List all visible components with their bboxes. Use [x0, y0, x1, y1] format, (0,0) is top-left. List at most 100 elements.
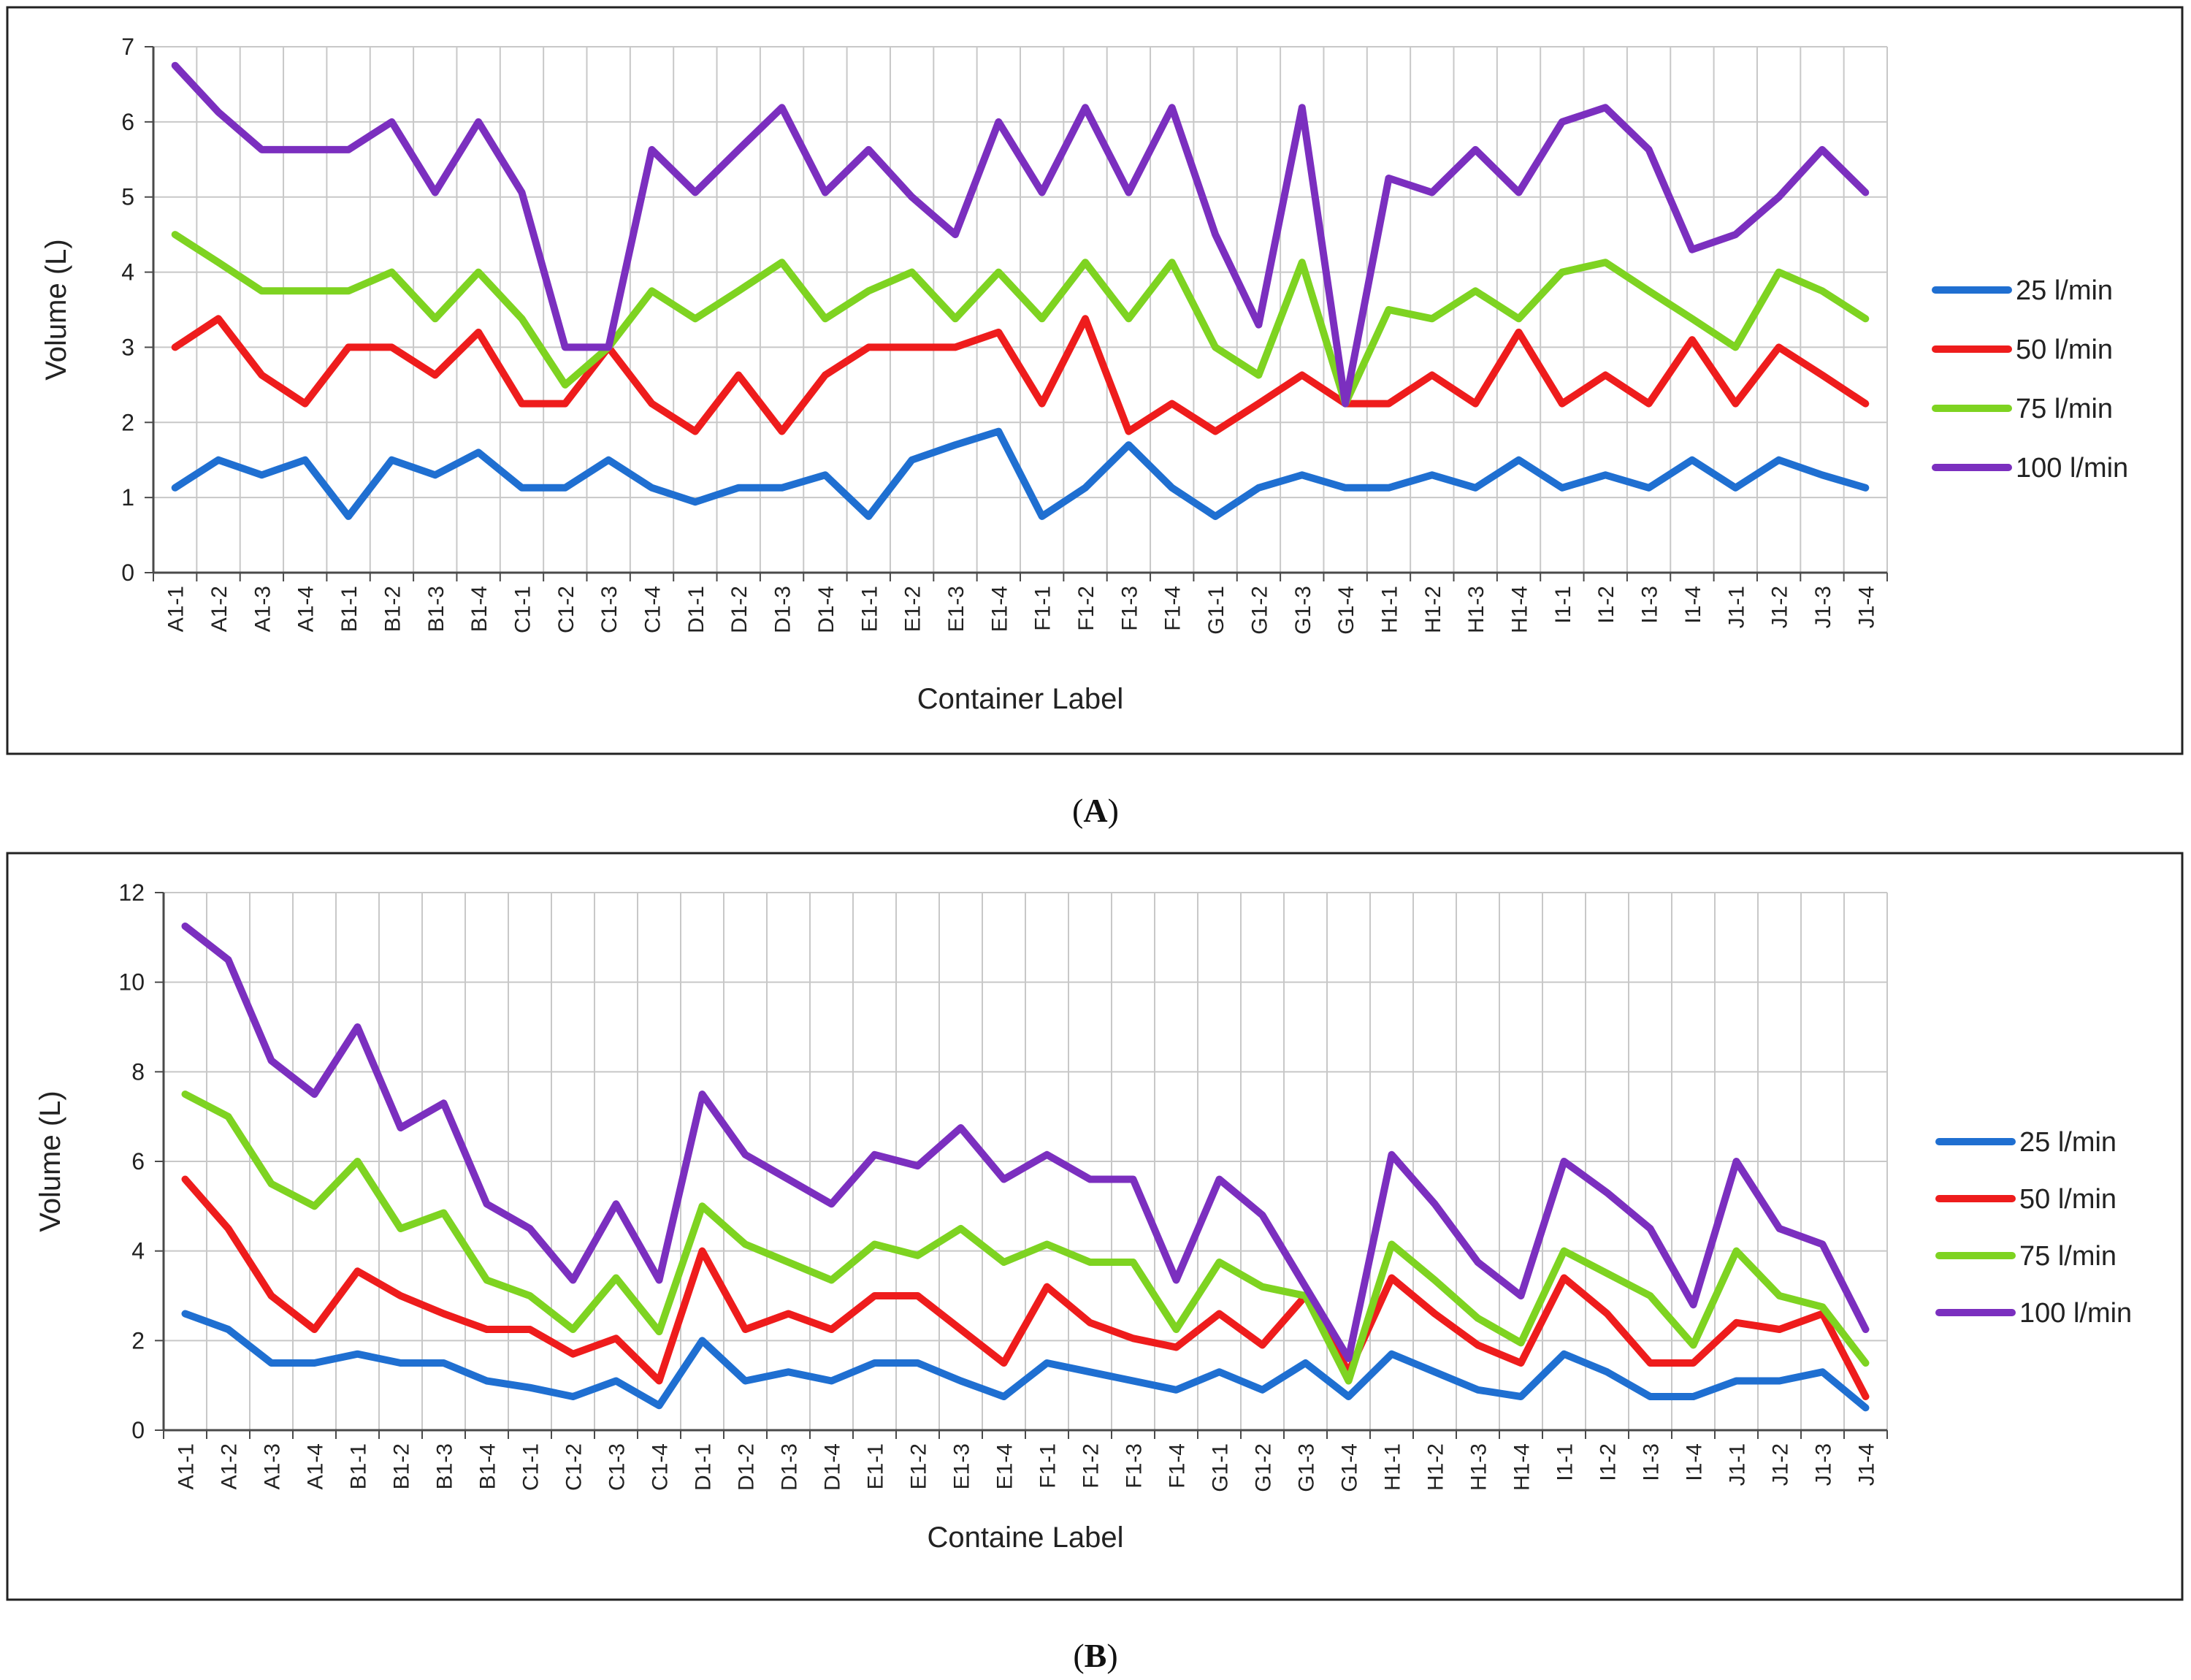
x-tick-label: J1-1 — [1726, 1443, 1750, 1486]
x-tick-label: F1-1 — [1036, 1443, 1060, 1489]
data-point — [527, 1292, 534, 1299]
data-point — [1775, 343, 1783, 351]
data-point — [1125, 189, 1132, 196]
data-point — [345, 146, 352, 153]
data-point — [1388, 1275, 1396, 1282]
data-point — [1173, 1344, 1180, 1351]
data-point — [345, 513, 352, 520]
data-point — [1044, 1283, 1051, 1291]
data-point — [699, 1202, 706, 1210]
data-point — [1345, 1393, 1353, 1400]
data-point — [475, 269, 482, 276]
data-point — [1388, 1241, 1396, 1248]
series-line — [171, 315, 1870, 435]
data-point — [1216, 1368, 1223, 1375]
series-50-l-min — [181, 1175, 1870, 1400]
x-tick-label: A1-2 — [207, 586, 232, 632]
data-point — [1001, 1259, 1008, 1266]
data-point — [822, 372, 829, 379]
x-tick-label: H1-1 — [1381, 1443, 1405, 1491]
series-50-l-min — [171, 315, 1870, 435]
data-point — [1689, 336, 1696, 343]
data-point — [562, 400, 569, 408]
data-point — [1862, 189, 1869, 196]
y-axis-title: Volume (L) — [40, 239, 72, 380]
data-point — [735, 146, 742, 153]
data-point — [1125, 441, 1132, 448]
data-point — [649, 287, 656, 294]
x-tick-label: H1-1 — [1377, 586, 1402, 633]
data-point — [952, 441, 959, 448]
data-point — [1515, 189, 1523, 196]
data-point — [397, 1359, 405, 1367]
x-tick-label: C1-4 — [649, 1443, 673, 1491]
data-point — [1345, 1378, 1353, 1385]
data-point — [1087, 1259, 1094, 1266]
x-tick-label: D1-2 — [727, 586, 752, 633]
data-point — [1039, 189, 1046, 196]
data-point — [483, 1277, 491, 1284]
data-point — [1645, 484, 1653, 492]
data-point — [914, 1359, 922, 1367]
data-point — [302, 400, 309, 408]
data-point — [1130, 1259, 1137, 1266]
data-point — [311, 1202, 318, 1210]
data-point — [1385, 175, 1393, 182]
panel-a-letter: A — [1083, 792, 1107, 829]
data-point — [1604, 1368, 1611, 1375]
data-point — [1602, 372, 1609, 379]
data-point — [1388, 1151, 1396, 1158]
x-tick-label: H1-4 — [1508, 586, 1532, 633]
data-point — [995, 329, 1002, 336]
data-point — [1125, 315, 1132, 322]
data-point — [957, 1225, 965, 1232]
data-point — [1429, 372, 1436, 379]
data-point — [302, 457, 309, 464]
data-point — [1302, 1359, 1309, 1367]
x-tick-label: C1-2 — [562, 1443, 586, 1491]
data-point — [699, 1337, 706, 1344]
data-point — [735, 372, 742, 379]
data-point — [570, 1326, 577, 1333]
x-tick-label: F1-4 — [1166, 1443, 1190, 1489]
y-tick-label: 10 — [118, 969, 145, 996]
data-point — [172, 484, 179, 492]
x-tick-label: I1-3 — [1638, 586, 1662, 624]
data-point — [1647, 1359, 1654, 1367]
data-point — [1299, 259, 1306, 266]
x-tick-label: A1-1 — [164, 586, 188, 632]
data-point — [388, 269, 395, 276]
data-point — [656, 1328, 663, 1335]
data-point — [1862, 1359, 1870, 1367]
data-point — [215, 315, 222, 322]
data-point — [1472, 484, 1479, 492]
data-point — [692, 315, 699, 322]
legend-label: 25 l/min — [2019, 1127, 2117, 1158]
data-point — [215, 457, 222, 464]
data-point — [440, 1099, 448, 1107]
data-point — [1645, 146, 1653, 153]
data-point — [215, 109, 222, 116]
data-point — [613, 1200, 620, 1207]
x-tick-label: J1-1 — [1724, 586, 1748, 628]
x-tick-label: A1-3 — [251, 586, 275, 632]
data-point — [440, 1210, 448, 1217]
data-point — [865, 513, 872, 520]
data-point — [914, 1252, 922, 1259]
data-point — [1259, 1212, 1266, 1219]
data-point — [613, 1275, 620, 1282]
x-tick-label: A1-2 — [218, 1443, 242, 1489]
data-point — [225, 1225, 232, 1232]
data-point — [1515, 457, 1523, 464]
data-point — [871, 1359, 879, 1367]
data-point — [311, 1091, 318, 1098]
data-point — [656, 1402, 663, 1409]
data-point — [1518, 1292, 1525, 1299]
data-point — [440, 1359, 448, 1367]
data-point — [172, 343, 179, 351]
data-point — [865, 343, 872, 351]
data-point — [268, 1292, 275, 1299]
x-tick-label: I1-2 — [1597, 1443, 1621, 1481]
data-point — [1342, 400, 1349, 408]
x-tick-label: F1-2 — [1074, 586, 1098, 631]
